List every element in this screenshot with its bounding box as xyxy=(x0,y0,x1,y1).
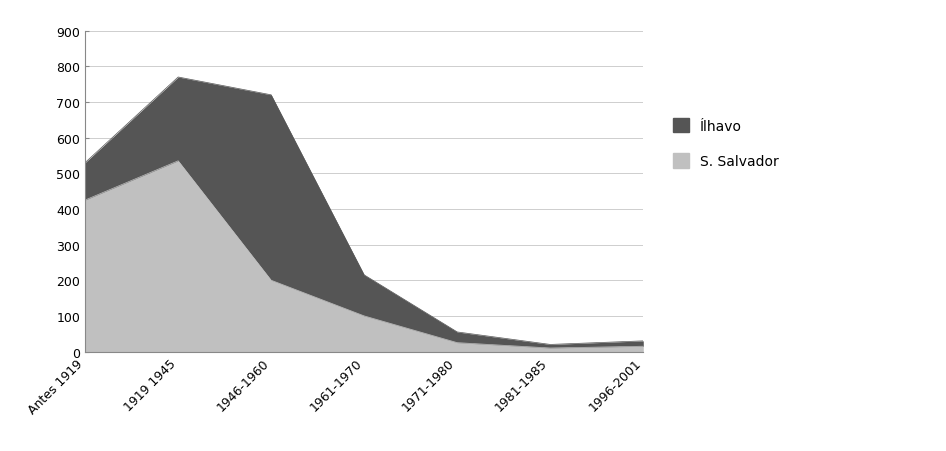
Legend: Ílhavo, S. Salvador: Ílhavo, S. Salvador xyxy=(673,119,780,169)
